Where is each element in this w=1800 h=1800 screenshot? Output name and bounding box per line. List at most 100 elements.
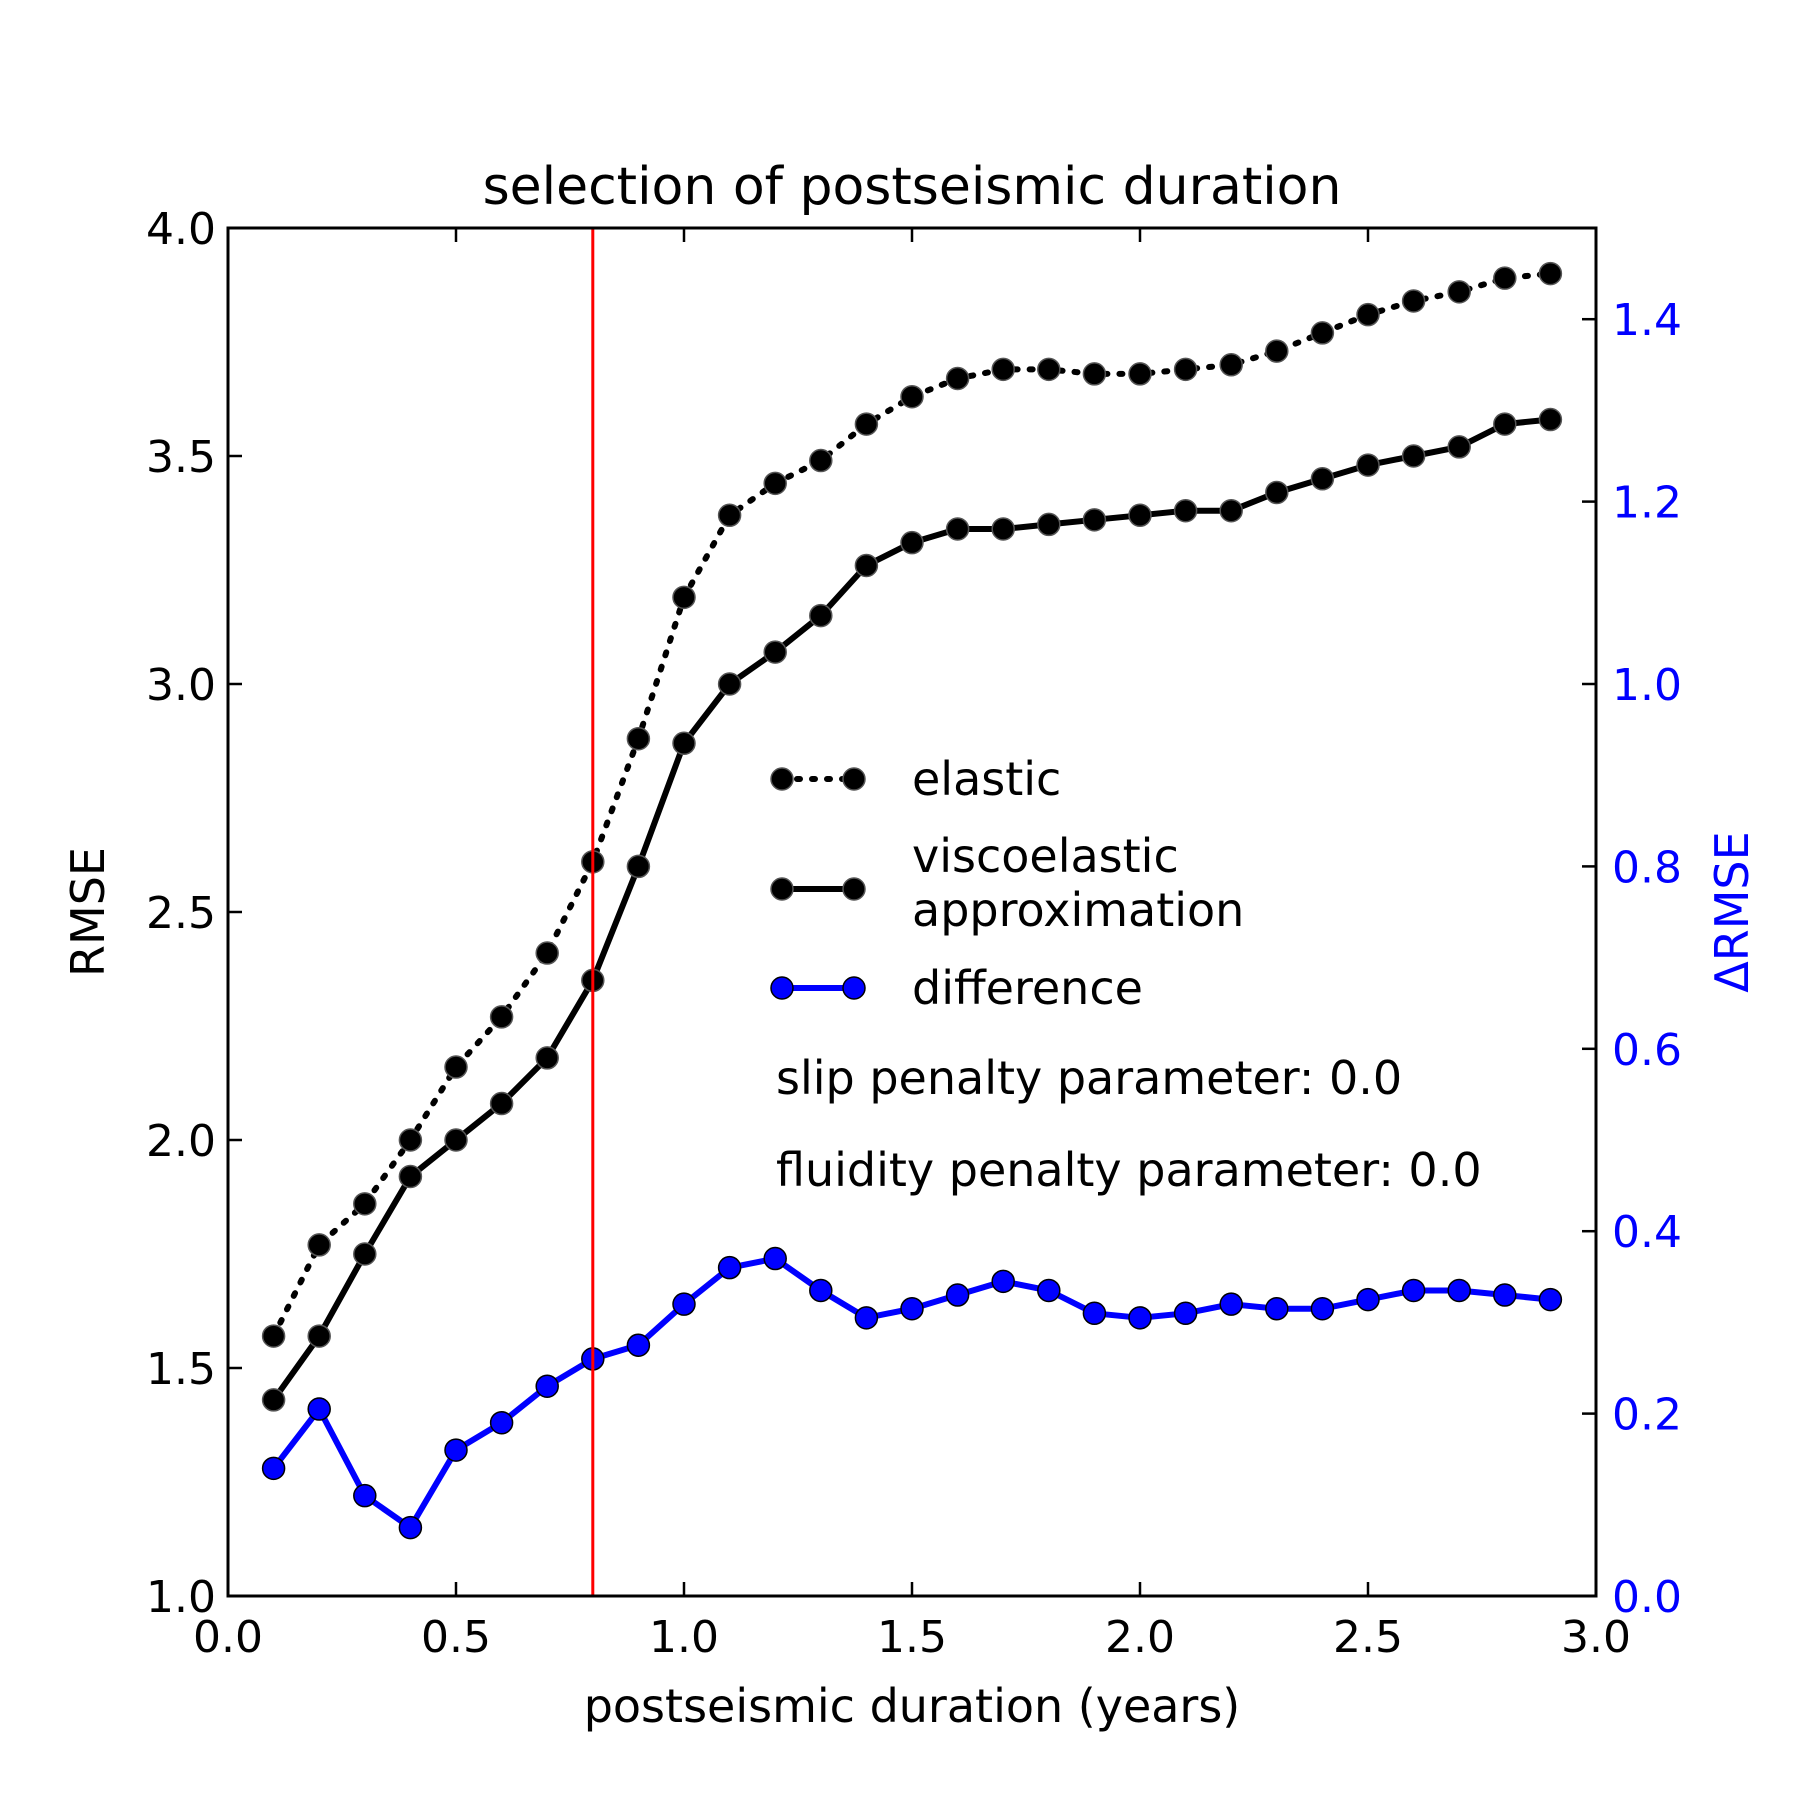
data-point [535,1046,559,1070]
data-point [991,1269,1015,1294]
data-point [1538,261,1563,286]
data-point [763,640,787,664]
data-point [763,1246,787,1271]
y2-tick-label: 0.6 [1612,1025,1682,1076]
data-point [398,1128,423,1152]
legend-marker-difference [842,976,866,1000]
data-point [1082,508,1107,532]
data-point [854,412,879,436]
data-point [489,1410,514,1435]
data-point [1037,512,1061,537]
y2-tick-label: 0.0 [1612,1572,1682,1623]
data-point [1356,302,1380,327]
legend-label-difference: difference [912,961,1143,1015]
x-tick-label: 0.0 [193,1612,263,1663]
y-tick-label: 4.0 [146,204,216,255]
data-point [717,503,742,528]
data-point [261,1456,286,1481]
data-point [1401,444,1426,468]
data-point [626,854,651,879]
data-point [900,530,924,555]
legend-marker-viscoelastic [770,877,794,901]
data-point [1538,1287,1563,1312]
data-point [1401,1278,1426,1303]
legend-marker-elastic [842,767,866,791]
data-point [1265,1296,1289,1321]
data-point [1082,1301,1107,1326]
legend-marker-viscoelastic [842,877,866,901]
x-tick-label: 0.5 [421,1612,491,1663]
y-axis-label: RMSE [61,847,115,977]
x-tick-label: 2.5 [1333,1612,1403,1663]
data-point [1265,480,1289,505]
data-point [398,1515,423,1540]
chart-title: selection of postseismic duration [483,157,1342,217]
y-tick-label: 1.0 [146,1572,216,1623]
data-point [1493,412,1517,436]
data-point [261,1324,286,1348]
data-point [1493,1283,1517,1307]
x-tick-label: 1.0 [649,1612,719,1663]
data-point [1173,498,1198,523]
data-point [1219,353,1243,377]
data-point [945,1283,970,1307]
y-tick-label: 1.5 [146,1344,216,1395]
legend-label-elastic: elastic [912,752,1061,806]
data-point [1447,1278,1471,1303]
data-point [1356,453,1380,477]
y2-tick-label: 0.4 [1612,1207,1682,1258]
data-point [626,1333,651,1357]
data-point [672,731,696,756]
data-point [1493,266,1517,290]
data-point [1310,321,1335,345]
data-point [626,726,651,751]
data-point [1037,1278,1061,1303]
data-point [1447,280,1471,304]
data-point [854,1306,879,1330]
data-point [261,1388,286,1412]
data-point [900,1296,924,1321]
data-point [991,357,1015,382]
data-point [945,517,970,541]
x-tick-label: 2.0 [1105,1612,1175,1663]
data-point [1310,1296,1335,1321]
data-point [1356,1287,1380,1312]
data-point [1219,1292,1243,1316]
annotation-fluidity-penalty: fluidity penalty parameter: 0.0 [776,1143,1482,1197]
data-point [1310,467,1335,491]
data-point [1401,289,1426,313]
data-point [444,1438,468,1462]
data-point [307,1397,331,1421]
data-point [489,1005,514,1029]
data-point [489,1091,514,1116]
data-point [854,553,879,578]
series-layer [261,228,1563,1596]
y2-tick-label: 0.2 [1612,1390,1682,1441]
data-point [672,585,696,610]
annotation-slip-penalty: slip penalty parameter: 0.0 [776,1051,1402,1105]
data-point [353,1192,377,1216]
data-point [1128,503,1152,528]
data-point [353,1242,377,1266]
data-point [444,1055,468,1079]
data-point [1173,357,1198,382]
legend: elastic viscoelastic approximation differ… [770,752,1244,1015]
data-point [398,1164,423,1189]
legend-entry-elastic: elastic [770,752,1061,806]
x-tick-label: 3.0 [1561,1612,1631,1663]
y-tick-label: 3.0 [146,660,216,711]
y2-tick-label: 1.2 [1612,478,1682,529]
legend-label-viscoelastic: viscoelastic approximation [912,829,1244,937]
data-point [1219,498,1243,523]
data-point [717,1255,742,1280]
data-point [809,448,833,473]
data-point [307,1233,331,1257]
data-point [1128,1306,1152,1330]
data-point [1538,407,1563,432]
y2-tick-label: 1.4 [1612,295,1682,346]
x-tick-label: 1.5 [877,1612,947,1663]
data-point [809,603,833,628]
data-point [991,517,1015,541]
data-point [945,366,970,391]
